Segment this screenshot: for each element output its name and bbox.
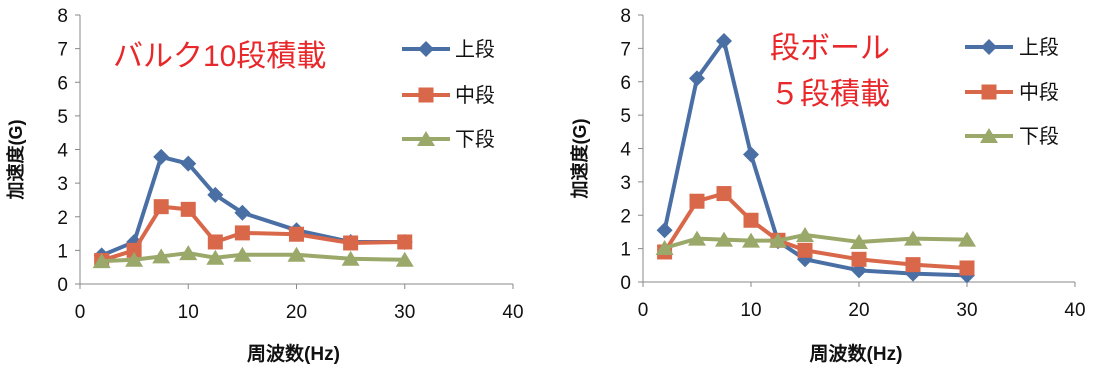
- x-axis-title: 周波数(Hz): [247, 342, 340, 365]
- data-point: [905, 257, 921, 273]
- y-tick-label: 1: [57, 241, 68, 262]
- chart-title: ５段積載: [770, 78, 890, 111]
- data-point: [689, 70, 705, 87]
- x-axis-title: 周波数(Hz): [810, 342, 903, 365]
- series-line: [101, 251, 405, 264]
- y-tick-label: 8: [57, 6, 68, 27]
- data-point: [341, 250, 360, 266]
- y-tick-label: 1: [620, 240, 631, 261]
- x-tick-label: 40: [502, 302, 523, 323]
- y-tick-label: 2: [620, 206, 631, 227]
- y-tick-label: 7: [620, 39, 631, 60]
- y-tick-label: 2: [57, 208, 68, 229]
- data-point: [904, 230, 922, 246]
- data-point: [689, 193, 705, 209]
- data-point: [125, 251, 144, 267]
- x-tick-label: 0: [75, 302, 86, 323]
- legend-label: 下段: [1019, 125, 1059, 148]
- data-point: [395, 251, 414, 267]
- chart-title: 段ボール: [770, 32, 890, 65]
- y-tick-label: 6: [57, 73, 68, 94]
- data-point: [152, 248, 171, 264]
- y-tick-label: 6: [620, 73, 631, 94]
- x-tick-label: 40: [1064, 300, 1085, 321]
- legend-label: 中段: [455, 84, 495, 107]
- data-point: [851, 251, 867, 267]
- data-point: [715, 231, 733, 247]
- legend-marker: [418, 87, 434, 103]
- y-tick-label: 5: [620, 106, 631, 127]
- chart-title: バルク10段積載: [113, 40, 326, 73]
- series-line: [664, 232, 968, 250]
- legend-label: 上段: [1019, 36, 1059, 59]
- data-point: [796, 226, 814, 242]
- y-tick-label: 4: [620, 140, 631, 161]
- data-point: [743, 146, 759, 163]
- legend-marker: [418, 41, 434, 57]
- data-point: [850, 233, 868, 249]
- y-tick-label: 3: [620, 173, 631, 194]
- y-axis-title: 加速度(G): [569, 119, 590, 200]
- legend-marker: [981, 84, 997, 100]
- y-tick-label: 8: [620, 6, 631, 27]
- legend-label: 下段: [455, 128, 495, 151]
- series-line: [100, 154, 405, 258]
- data-point: [343, 235, 359, 251]
- legend-marker: [980, 128, 998, 143]
- data-point: [743, 212, 759, 228]
- data-point: [769, 232, 787, 248]
- series-line: [662, 191, 968, 270]
- data-point: [180, 201, 196, 217]
- y-tick-label: 4: [57, 141, 68, 162]
- data-point: [959, 260, 975, 276]
- data-point: [655, 239, 674, 255]
- data-point: [206, 249, 225, 265]
- data-point: [688, 230, 706, 246]
- legend-label: 上段: [455, 38, 495, 61]
- data-point: [179, 245, 198, 261]
- data-point: [742, 232, 760, 248]
- legend-label: 中段: [1019, 81, 1059, 104]
- data-point: [153, 148, 170, 165]
- data-point: [716, 186, 732, 202]
- data-point: [234, 204, 251, 221]
- x-tick-label: 20: [286, 302, 307, 323]
- data-point: [797, 242, 813, 258]
- data-point: [92, 253, 111, 269]
- x-tick-label: 30: [394, 302, 415, 323]
- y-tick-label: 0: [57, 275, 68, 296]
- data-point: [656, 222, 673, 239]
- legend-marker: [981, 39, 997, 55]
- data-point: [126, 242, 142, 258]
- data-point: [153, 199, 169, 215]
- data-point: [958, 231, 976, 247]
- data-point: [207, 234, 223, 250]
- y-tick-label: 3: [57, 174, 68, 195]
- y-tick-label: 0: [620, 273, 631, 294]
- data-point: [287, 246, 306, 262]
- x-tick-label: 0: [638, 300, 649, 321]
- x-tick-label: 10: [740, 300, 761, 321]
- y-axis-title: 加速度(G): [5, 120, 26, 201]
- data-point: [233, 246, 252, 262]
- x-tick-label: 30: [956, 300, 977, 321]
- data-point: [207, 186, 224, 203]
- data-point: [289, 226, 304, 242]
- y-tick-label: 7: [57, 40, 68, 61]
- data-point: [180, 155, 197, 172]
- y-tick-label: 5: [57, 107, 68, 128]
- x-tick-label: 10: [178, 302, 199, 323]
- x-tick-label: 20: [848, 300, 869, 321]
- legend-marker: [417, 131, 435, 146]
- data-point: [234, 225, 250, 241]
- data-point: [716, 33, 732, 50]
- data-point: [397, 234, 413, 250]
